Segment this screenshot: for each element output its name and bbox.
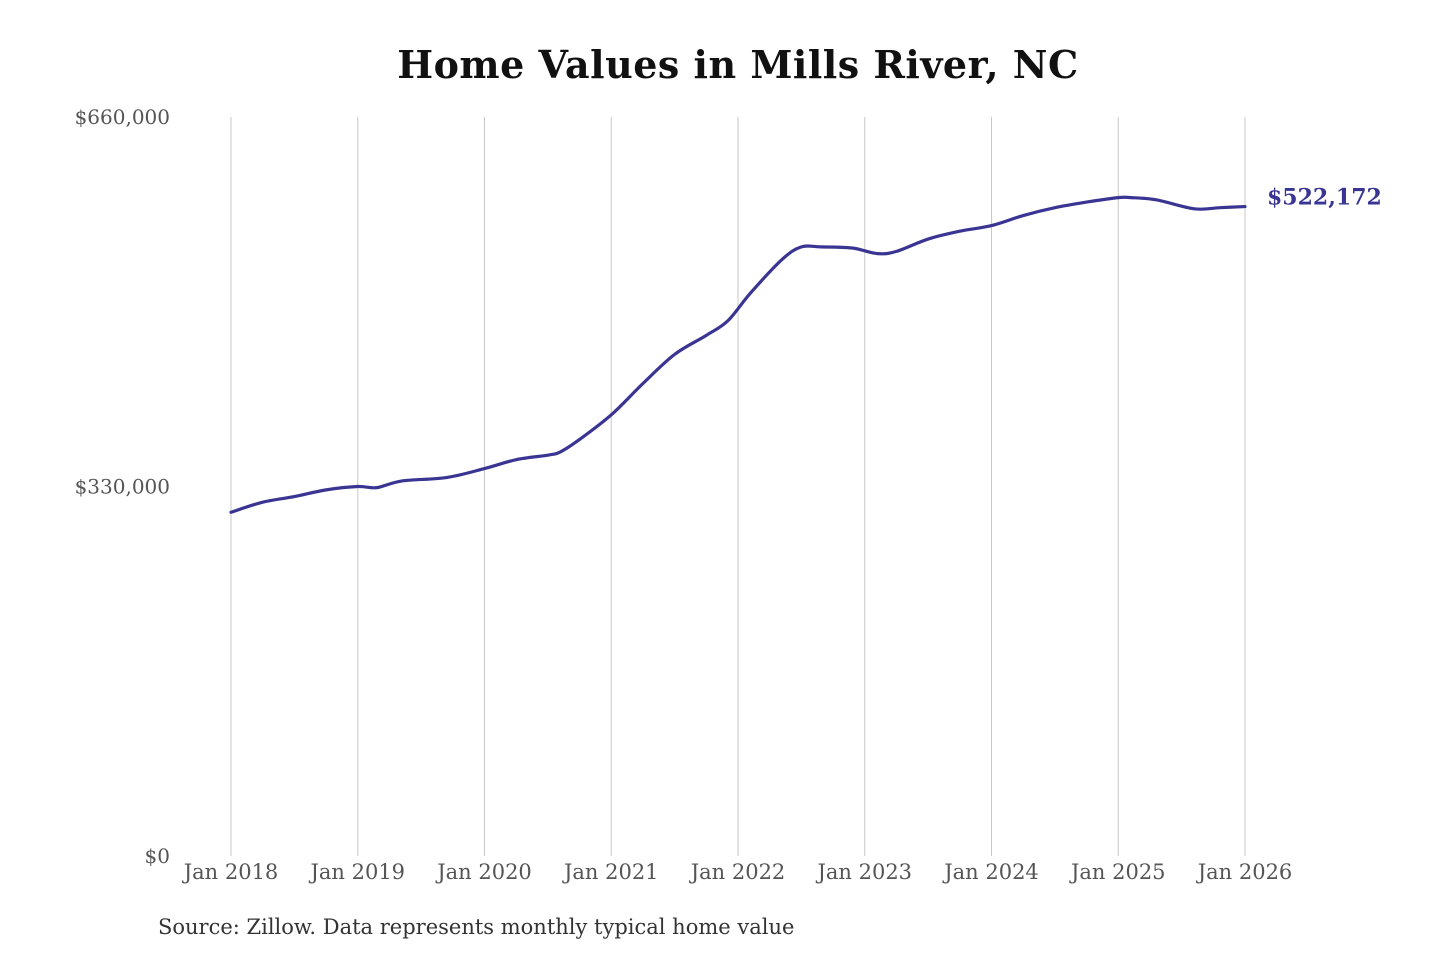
ytick-label-0: $0 [145,844,170,868]
xtick-label-2: Jan 2020 [435,860,532,884]
xtick-label-4: Jan 2022 [689,860,786,884]
xtick-label-0: Jan 2018 [182,860,279,884]
end-label-layer: $522,172 [1267,185,1382,211]
source-note: Source: Zillow. Data represents monthly … [158,915,795,939]
xtick-label-7: Jan 2025 [1069,860,1166,884]
chart-title: Home Values in Mills River, NC [397,42,1079,87]
xtick-label-3: Jan 2021 [562,860,659,884]
xtick-label-6: Jan 2024 [942,860,1039,884]
series-layer [229,195,1247,514]
xtick-label-5: Jan 2023 [815,860,912,884]
ytick-label-1: $330,000 [75,475,170,499]
xtick-label-8: Jan 2026 [1196,860,1293,884]
ytick-label-2: $660,000 [75,105,170,129]
end-value-label: $522,172 [1267,185,1382,211]
series-line-0 [229,195,1247,514]
xtick-label-1: Jan 2019 [308,860,405,884]
y-axis-ticks: $0 $330,000 $660,000 [75,105,170,868]
x-axis-ticks: Jan 2018 Jan 2019 Jan 2020 Jan 2021 Jan 2022… [182,860,1293,884]
